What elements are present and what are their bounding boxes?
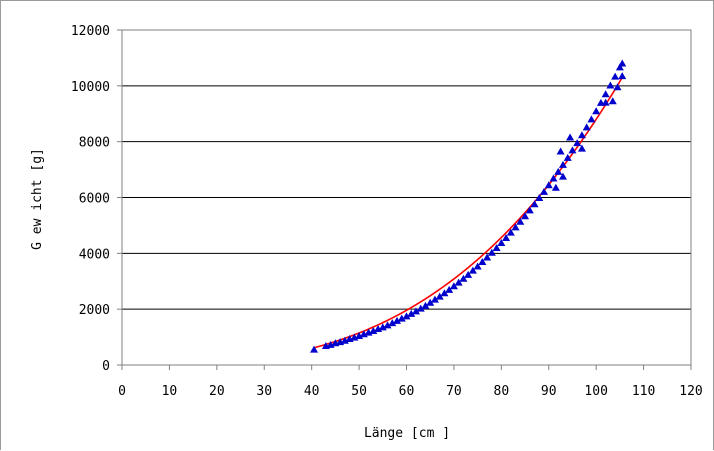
data-point [613,83,622,91]
data-point [426,298,435,306]
data-point [549,174,558,182]
y-tick-label: 8000 [79,136,110,151]
y-tick-label: 4000 [79,247,110,262]
data-point [577,131,586,139]
data-point [544,181,553,189]
data-point [618,72,627,80]
data-point [487,248,496,256]
data-point [430,295,439,303]
data-point [582,123,591,131]
data-point [393,316,402,324]
data-point [497,239,506,247]
y-tick-label: 10000 [71,80,110,95]
data-point [378,323,387,331]
data-point [554,167,563,175]
data-point [473,262,482,270]
data-points-layer [310,59,627,353]
data-point [566,133,575,141]
data-point [521,212,530,220]
x-tick-label: 120 [679,384,702,399]
data-point [506,228,515,236]
x-tick-label: 40 [304,384,320,399]
data-point [535,194,544,202]
data-point [611,72,620,80]
x-tick-label: 100 [584,384,607,399]
data-point [445,285,454,293]
data-point [411,307,420,315]
data-point [483,253,492,261]
data-point [397,314,406,322]
x-tick-label: 10 [162,384,178,399]
data-point [558,160,567,168]
data-point [416,304,425,312]
data-point [464,270,473,278]
data-point [435,292,444,300]
x-tick-label: 50 [351,384,367,399]
data-point [383,321,392,329]
data-point [601,90,610,98]
x-tick-label: 70 [446,384,462,399]
grid-layer [122,29,691,310]
data-point [551,183,560,191]
y-tick-label: 0 [102,359,110,374]
x-tick-label: 0 [118,384,126,399]
data-point [516,217,525,225]
x-tick-label: 30 [256,384,272,399]
data-point [502,233,511,241]
data-point [440,289,449,297]
data-point [468,266,477,274]
data-point [492,244,501,252]
data-point [388,319,397,327]
data-point [577,144,586,152]
data-point [459,274,468,282]
data-point [568,146,577,154]
data-point [618,59,627,67]
data-point [530,200,539,208]
data-point [606,81,615,89]
data-point [525,206,534,214]
y-axis-title: G ew icht [g] [30,148,45,250]
data-point [592,107,601,115]
data-point [402,312,411,320]
x-tick-label: 110 [632,384,655,399]
data-point [369,326,378,334]
axis-layer [117,29,692,370]
y-tick-label: 2000 [79,303,110,318]
data-point [310,345,319,353]
data-point [573,139,582,147]
x-tick-label: 80 [494,384,510,399]
data-point [587,115,596,123]
data-point [540,187,549,195]
x-axis-title: Länge [cm ] [364,426,450,441]
trendline [313,77,623,349]
data-point [421,301,430,309]
data-point [558,172,567,180]
x-tick-label: 20 [209,384,225,399]
x-tick-label: 60 [399,384,415,399]
data-point [556,147,565,155]
data-point [601,98,610,106]
data-point [608,97,617,105]
trendline-layer [313,77,623,349]
data-point [449,282,458,290]
tick-labels-layer: 0 2000 4000 6000 8000 10000 12000 0 10 20 30 40 50 60… [71,24,703,399]
x-tick-label: 90 [541,384,557,399]
data-point [407,309,416,317]
data-point [563,153,572,161]
data-point [615,63,624,71]
y-tick-label: 12000 [71,24,110,39]
data-point [478,257,487,265]
data-point [454,278,463,286]
y-tick-label: 6000 [79,192,110,207]
data-point [511,223,520,231]
